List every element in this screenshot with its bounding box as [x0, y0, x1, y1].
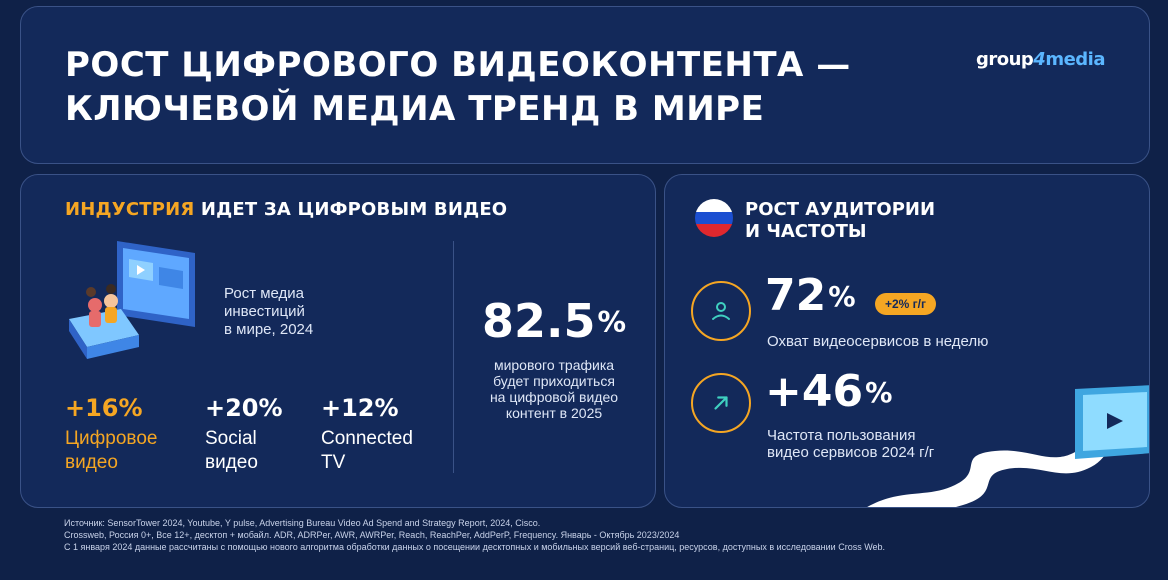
stat-label-line-1: Social	[205, 428, 257, 449]
stat-label: Цифровое видео	[65, 427, 157, 475]
freq-label-line-1: Частота пользования	[767, 427, 916, 444]
traffic-desc-line-1: мирового трафика	[493, 357, 615, 373]
group4media-logo: group4media	[975, 49, 1106, 70]
user-icon	[691, 281, 751, 341]
stat-value: +20%	[205, 394, 283, 422]
freq-unit: %	[865, 377, 893, 409]
reach-value: 72	[765, 270, 827, 321]
audience-title: РОСТ АУДИТОРИИ И ЧАСТОТЫ	[745, 199, 935, 243]
traffic-unit: %	[597, 305, 627, 339]
stat-label-line-2: TV	[321, 452, 346, 473]
tv-illustration	[69, 241, 195, 359]
stat-label-line-1: Цифровое	[65, 428, 158, 449]
reach-label: Охват видеосервисов в неделю	[767, 333, 989, 350]
stat-label-line-2: видео	[205, 452, 258, 473]
title-line-1: РОСТ ЦИФРОВОГО ВИДЕОКОНТЕНТА —	[65, 45, 851, 85]
invest-growth-label: Рост медиа инвестиций в мире, 2024	[224, 285, 344, 339]
frequency-percent: +46%	[765, 367, 892, 417]
industry-title-rest: ИДЕТ ЗА ЦИФРОВЫМ ВИДЕО	[194, 199, 508, 220]
logo-media: media	[1045, 49, 1105, 70]
video-screen-illustration	[867, 385, 1149, 507]
stat-social-video: +20% Social видео	[205, 393, 283, 475]
footnote-line-2: Crossweb, Россия 0+, Все 12+, десктоп + …	[64, 530, 680, 540]
industry-panel: ИНДУСТРИЯ ИДЕТ ЗА ЦИФРОВЫМ ВИДЕО Рост ме…	[20, 174, 656, 508]
invest-label-line-1: Рост медиа	[224, 285, 305, 302]
traffic-desc-line-4: контент в 2025	[505, 405, 603, 421]
russia-flag-icon	[695, 199, 733, 237]
logo-group: group	[975, 49, 1034, 70]
stat-connected-tv: +12% Connected TV	[321, 393, 413, 475]
invest-label-line-2: инвестиций	[224, 303, 305, 320]
stat-label: Connected TV	[321, 427, 413, 475]
stat-label-line-2: видео	[65, 452, 118, 473]
traffic-percent: 82.5%	[479, 293, 629, 349]
traffic-value: 82.5	[481, 294, 596, 348]
industry-title-accent: ИНДУСТРИЯ	[65, 199, 195, 220]
frequency-label: Частота пользования видео сервисов 2024 …	[767, 427, 967, 461]
audience-panel: РОСТ АУДИТОРИИ И ЧАСТОТЫ 72% +2% г/г Охв…	[664, 174, 1150, 508]
reach-growth-badge: +2% г/г	[875, 293, 937, 315]
audience-title-line-1: РОСТ АУДИТОРИИ	[745, 199, 936, 220]
logo-four: 4	[1033, 49, 1046, 70]
footnote-line-1: Источник: SensorTower 2024, Youtube, Y p…	[64, 518, 541, 528]
page-title: РОСТ ЦИФРОВОГО ВИДЕОКОНТЕНТА — КЛЮЧЕВОЙ …	[65, 43, 851, 131]
vertical-divider	[453, 241, 454, 473]
stat-label: Social видео	[205, 427, 283, 475]
header-panel: РОСТ ЦИФРОВОГО ВИДЕОКОНТЕНТА — КЛЮЧЕВОЙ …	[20, 6, 1150, 164]
stat-value: +16%	[65, 394, 143, 422]
traffic-description: мирового трафика будет приходиться на ци…	[469, 357, 639, 421]
stat-label-line-1: Connected	[321, 428, 413, 449]
stat-digital-video: +16% Цифровое видео	[65, 393, 157, 475]
audience-title-line-2: И ЧАСТОТЫ	[745, 221, 867, 242]
title-line-2: КЛЮЧЕВОЙ МЕДИА ТРЕНД В МИРЕ	[65, 89, 765, 129]
reach-unit: %	[828, 281, 856, 313]
freq-label-line-2: видео сервисов 2024 г/г	[767, 444, 935, 461]
invest-label-line-3: в мире, 2024	[224, 321, 314, 338]
arrow-up-right-icon	[691, 373, 751, 433]
reach-percent: 72%	[765, 271, 856, 321]
stat-value: +12%	[321, 394, 399, 422]
footnote-line-3: С 1 января 2024 данные рассчитаны с помо…	[64, 542, 886, 552]
traffic-desc-line-3: на цифровой видео	[489, 389, 619, 405]
source-footnote: Источник: SensorTower 2024, Youtube, Y p…	[64, 517, 1144, 553]
traffic-desc-line-2: будет приходиться	[493, 373, 615, 389]
industry-title: ИНДУСТРИЯ ИДЕТ ЗА ЦИФРОВЫМ ВИДЕО	[65, 199, 507, 220]
freq-value: +46	[765, 366, 864, 417]
